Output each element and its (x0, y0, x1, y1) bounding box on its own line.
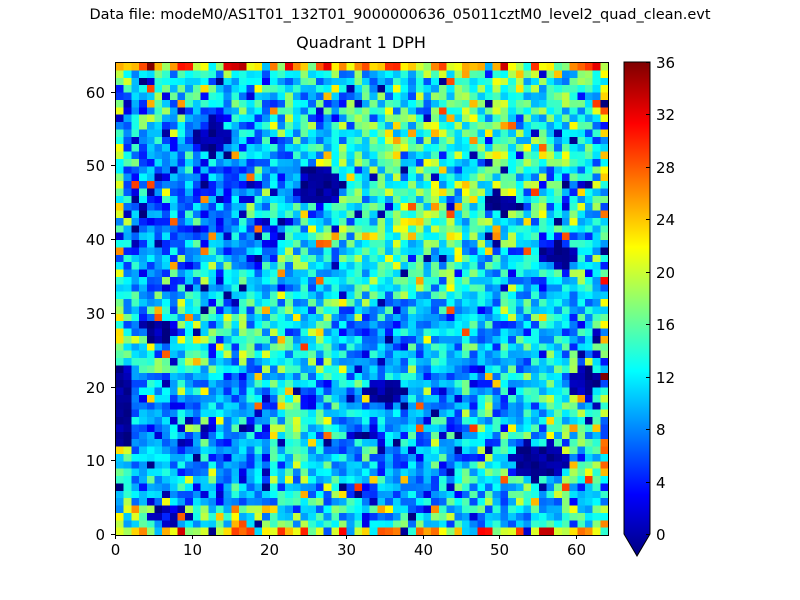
x-tick-mark (576, 535, 577, 539)
y-tick-mark (111, 92, 115, 93)
colorbar-tick-label: 28 (656, 158, 676, 177)
x-tick-mark (346, 535, 347, 539)
y-tick-label: 10 (85, 451, 105, 470)
colorbar-tick-label: 12 (656, 368, 676, 387)
y-tick-mark (111, 460, 115, 461)
colorbar-tick-mark (646, 377, 650, 378)
colorbar-tick-label: 36 (656, 53, 676, 72)
x-tick-mark (269, 535, 270, 539)
colorbar-tick-label: 0 (656, 525, 666, 544)
axes-title: Quadrant 1 DPH (296, 33, 426, 52)
x-tick-label: 40 (413, 541, 434, 559)
y-tick-label: 0 (95, 525, 105, 544)
x-tick-mark (499, 535, 500, 539)
y-tick-mark (111, 313, 115, 314)
y-tick-label: 50 (85, 156, 105, 175)
y-tick-mark (111, 165, 115, 166)
x-tick-mark (115, 535, 116, 539)
colorbar (623, 61, 651, 557)
colorbar-tick-label: 4 (656, 473, 666, 492)
x-tick-mark (423, 535, 424, 539)
colorbar-tick-label: 24 (656, 210, 676, 229)
x-tick-label: 0 (110, 541, 121, 559)
colorbar-tick-mark (646, 534, 650, 535)
heatmap-axes (115, 62, 609, 536)
y-tick-label: 60 (85, 83, 105, 102)
x-tick-mark (192, 535, 193, 539)
colorbar-tick-label: 32 (656, 105, 676, 124)
x-tick-label: 60 (566, 541, 587, 559)
colorbar-tick-mark (646, 429, 650, 430)
x-tick-label: 30 (336, 541, 357, 559)
y-tick-mark (111, 387, 115, 388)
colorbar-tick-mark (646, 482, 650, 483)
y-tick-mark (111, 534, 115, 535)
colorbar-tick-mark (646, 62, 650, 63)
y-tick-mark (111, 239, 115, 240)
colorbar-tick-mark (646, 324, 650, 325)
figure-suptitle: Data file: modeM0/AS1T01_132T01_90000006… (89, 7, 711, 23)
heatmap-image (116, 63, 608, 535)
y-tick-label: 40 (85, 230, 105, 249)
x-tick-label: 50 (489, 541, 510, 559)
colorbar-tick-mark (646, 219, 650, 220)
y-tick-label: 30 (85, 304, 105, 323)
colorbar-tick-mark (646, 272, 650, 273)
x-tick-label: 20 (259, 541, 280, 559)
colorbar-tick-label: 20 (656, 263, 676, 282)
colorbar-gradient (623, 61, 651, 557)
colorbar-tick-label: 16 (656, 315, 676, 334)
colorbar-tick-label: 8 (656, 420, 666, 439)
colorbar-tick-mark (646, 167, 650, 168)
colorbar-tick-mark (646, 114, 650, 115)
x-tick-label: 10 (182, 541, 203, 559)
y-tick-label: 20 (85, 378, 105, 397)
